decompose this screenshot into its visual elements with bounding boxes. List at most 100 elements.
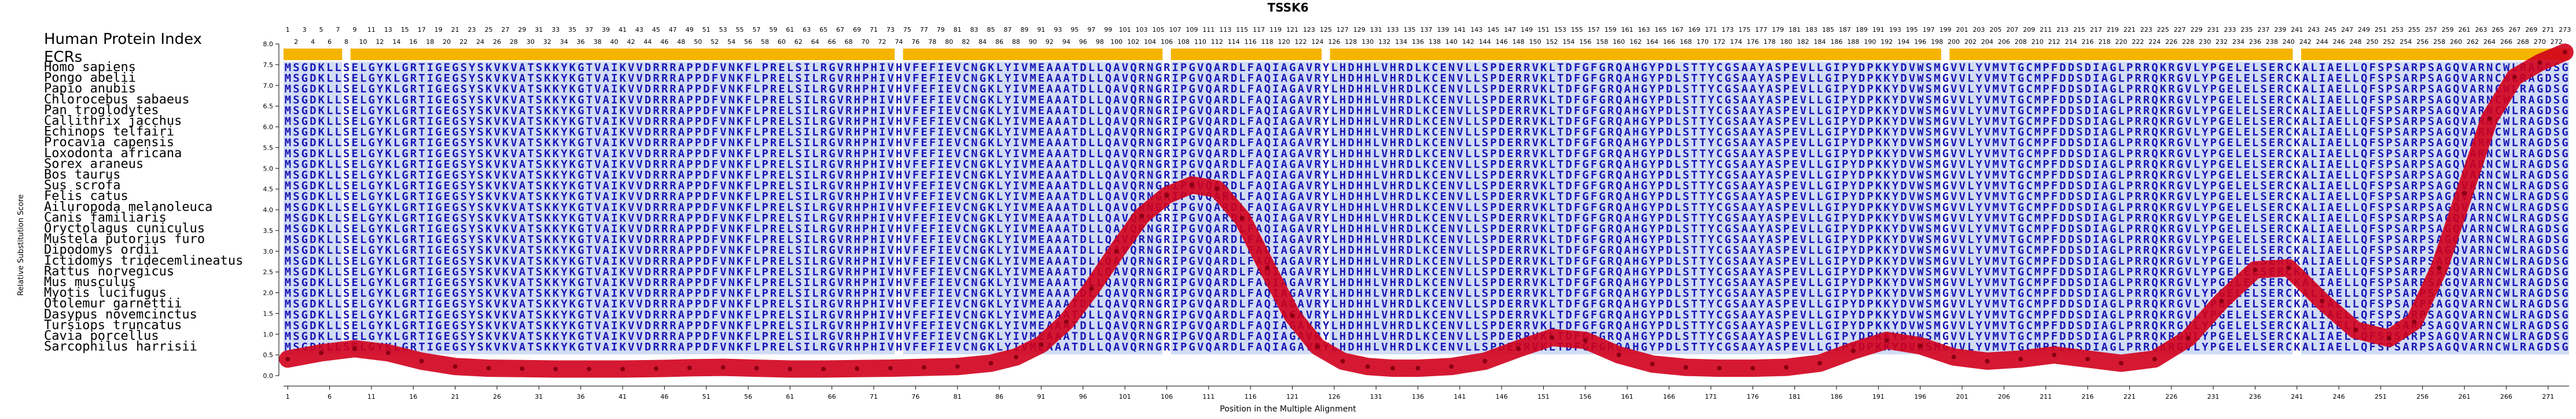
protein-index-number: 24	[476, 38, 484, 46]
conserved-column-band	[284, 62, 343, 355]
protein-index-number: 30	[527, 38, 535, 46]
protein-index-number: 222	[2132, 38, 2144, 46]
protein-index-number: 105	[1152, 26, 1164, 34]
x-tick-label: 121	[1286, 393, 1298, 401]
protein-index-number: 98	[1096, 38, 1104, 46]
y-tick-label: 5.0	[263, 165, 274, 172]
protein-index-number: 251	[2375, 26, 2387, 34]
protein-index-number: 193	[1889, 26, 1901, 34]
score-point	[2353, 328, 2358, 333]
protein-index-number: 168	[1680, 38, 1692, 46]
y-tick-label: 3.5	[263, 227, 274, 235]
score-point	[921, 365, 926, 370]
protein-index-number: 184	[1814, 38, 1826, 46]
protein-index-number: 220	[2115, 38, 2127, 46]
protein-index-number: 73	[886, 26, 895, 34]
x-tick-label: 136	[1412, 393, 1424, 401]
protein-index-number: 51	[702, 26, 711, 34]
score-point	[285, 357, 290, 362]
y-tick-label: 2.0	[263, 290, 274, 297]
protein-index-number: 254	[2400, 38, 2412, 46]
score-point	[1215, 187, 1220, 192]
protein-index-number: 127	[1337, 26, 1349, 34]
y-tick-label: 3.0	[263, 248, 274, 255]
protein-index-number: 205	[1989, 26, 2001, 34]
ecr-segment	[350, 49, 895, 60]
x-tick-label: 21	[451, 393, 459, 401]
x-tick-label: 66	[828, 393, 836, 401]
protein-index-number: 100	[1110, 38, 1123, 46]
x-tick-label: 111	[1202, 393, 1215, 401]
score-point	[2219, 298, 2224, 303]
score-point	[1918, 343, 1923, 348]
protein-index-number: 195	[1906, 26, 1918, 34]
protein-index-number: 264	[2483, 38, 2496, 46]
protein-index-top-row: 1 3 5 7 9 11 13 15 17 19 21 23 25 27 29 31 33 35 37 39 41 43 4…	[286, 26, 2571, 34]
protein-index-number: 90	[1029, 38, 1037, 46]
species-label: Sorex araneus	[44, 157, 143, 171]
protein-index-number: 261	[2459, 26, 2471, 34]
protein-index-number: 1	[286, 26, 290, 34]
species-label: Dipodomys ordii	[44, 243, 159, 257]
protein-index-number: 250	[2366, 38, 2378, 46]
score-point	[2085, 357, 2091, 362]
protein-index-number: 8	[344, 38, 348, 46]
protein-index-number: 272	[2551, 38, 2563, 46]
score-point	[821, 366, 826, 372]
species-label: Bos taurus	[44, 168, 120, 182]
protein-index-number: 37	[585, 26, 593, 34]
protein-index-number: 17	[418, 26, 426, 34]
protein-index-number: 114	[1228, 38, 1240, 46]
protein-index-number: 163	[1638, 26, 1650, 34]
protein-index-number: 242	[2299, 38, 2312, 46]
species-label: Chlorocebus sabaeus	[44, 92, 190, 107]
protein-index-number: 213	[2056, 26, 2069, 34]
protein-index-number: 209	[2023, 26, 2035, 34]
protein-index-number: 211	[2040, 26, 2052, 34]
ecr-segment	[2301, 49, 2569, 60]
score-point	[319, 350, 324, 355]
score-point	[1290, 313, 1295, 318]
protein-index-number: 93	[1054, 26, 1062, 34]
protein-index-number: 139	[1437, 26, 1449, 34]
x-tick-label: 86	[995, 393, 1003, 401]
protein-index-number: 85	[987, 26, 995, 34]
x-tick-label: 1	[286, 393, 290, 401]
score-point	[2018, 357, 2023, 362]
x-tick-label: 246	[2333, 393, 2345, 401]
ecr-segment	[1949, 49, 2293, 60]
protein-index-number: 32	[543, 38, 551, 46]
score-point	[1114, 249, 1119, 254]
species-label: Sarcophilus harrisii	[44, 340, 197, 354]
protein-index-number: 75	[903, 26, 911, 34]
protein-index-number: 180	[1780, 38, 1793, 46]
protein-index-number: 207	[2006, 26, 2018, 34]
score-point	[587, 366, 592, 372]
protein-index-number: 121	[1286, 26, 1298, 34]
protein-index-number: 72	[878, 38, 886, 46]
score-point	[787, 366, 793, 372]
y-tick-label: 4.0	[263, 206, 274, 214]
protein-index-number: 218	[2098, 38, 2110, 46]
protein-index-number: 13	[384, 26, 392, 34]
x-tick-label: 51	[702, 393, 711, 401]
protein-index-number: 22	[459, 38, 468, 46]
score-point	[1415, 366, 1421, 371]
protein-index-number: 162	[1629, 38, 1642, 46]
protein-index-number: 47	[669, 26, 677, 34]
protein-index-number: 122	[1294, 38, 1307, 46]
protein-index-number: 76	[911, 38, 919, 46]
protein-index-number: 241	[2291, 26, 2303, 34]
protein-index-number: 44	[643, 38, 652, 46]
protein-index-number: 223	[2140, 26, 2152, 34]
score-point	[1315, 344, 1320, 349]
protein-index-number: 189	[1856, 26, 1868, 34]
protein-index-number: 136	[1412, 38, 1424, 46]
score-point	[352, 346, 357, 351]
protein-index-number: 31	[535, 26, 543, 34]
protein-index-number: 49	[686, 26, 694, 34]
protein-index-number: 177	[1755, 26, 1767, 34]
protein-index-number: 240	[2283, 38, 2295, 46]
